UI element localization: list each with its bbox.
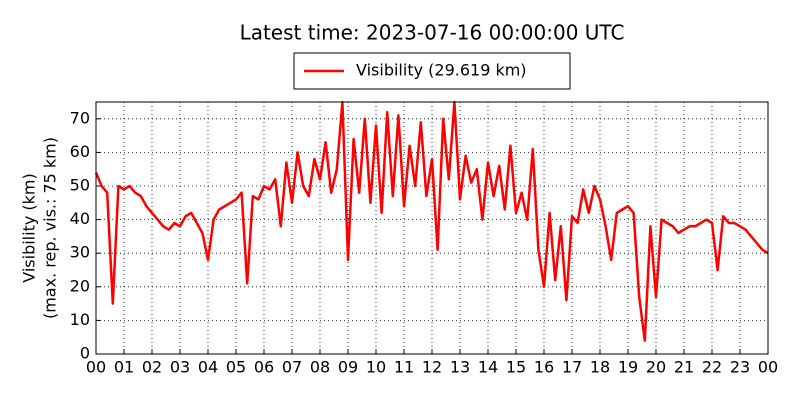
x-tick-label: 00 [86, 358, 106, 377]
y-tick-label: 0 [80, 344, 90, 363]
x-tick-label: 12 [422, 358, 442, 377]
x-tick-label: 20 [646, 358, 666, 377]
x-tick-label: 23 [730, 358, 750, 377]
x-tick-label: 01 [114, 358, 134, 377]
x-tick-label: 02 [142, 358, 162, 377]
x-tick-label: 19 [618, 358, 638, 377]
x-tick-label: 03 [170, 358, 190, 377]
y-tick-label: 70 [70, 108, 90, 127]
x-tick-label: 14 [478, 358, 498, 377]
x-tick-label: 07 [282, 358, 302, 377]
x-tick-label: 18 [590, 358, 610, 377]
y-axis-label: (max. rep. vis.: 75 km) [41, 137, 60, 319]
x-tick-label: 11 [394, 358, 414, 377]
y-tick-label: 60 [70, 142, 90, 161]
x-tick-label: 15 [506, 358, 526, 377]
y-axis-label: Visibility (km) [20, 173, 39, 282]
x-tick-label: 09 [338, 358, 358, 377]
x-tick-label: 08 [310, 358, 330, 377]
plot-frame [95, 101, 769, 355]
x-tick-label: 13 [450, 358, 470, 377]
x-tick-label: 06 [254, 358, 274, 377]
x-tick-label: 10 [366, 358, 386, 377]
legend-label: Visibility (29.619 km) [356, 61, 527, 80]
x-tick-label: 21 [674, 358, 694, 377]
data-line [94, 100, 769, 342]
x-tick-label: 17 [562, 358, 582, 377]
x-tick-label: 04 [198, 358, 218, 377]
x-tick-label: 00 [758, 358, 778, 377]
y-tick-label: 30 [70, 243, 90, 262]
y-tick-label: 20 [70, 276, 90, 295]
chart-title: Latest time: 2023-07-16 00:00:00 UTC [240, 21, 625, 45]
y-tick-label: 40 [70, 209, 90, 228]
y-tick-label: 50 [70, 176, 90, 195]
x-tick-label: 16 [534, 358, 554, 377]
x-tick-label: 22 [702, 358, 722, 377]
y-tick-label: 10 [70, 310, 90, 329]
x-tick-label: 05 [226, 358, 246, 377]
